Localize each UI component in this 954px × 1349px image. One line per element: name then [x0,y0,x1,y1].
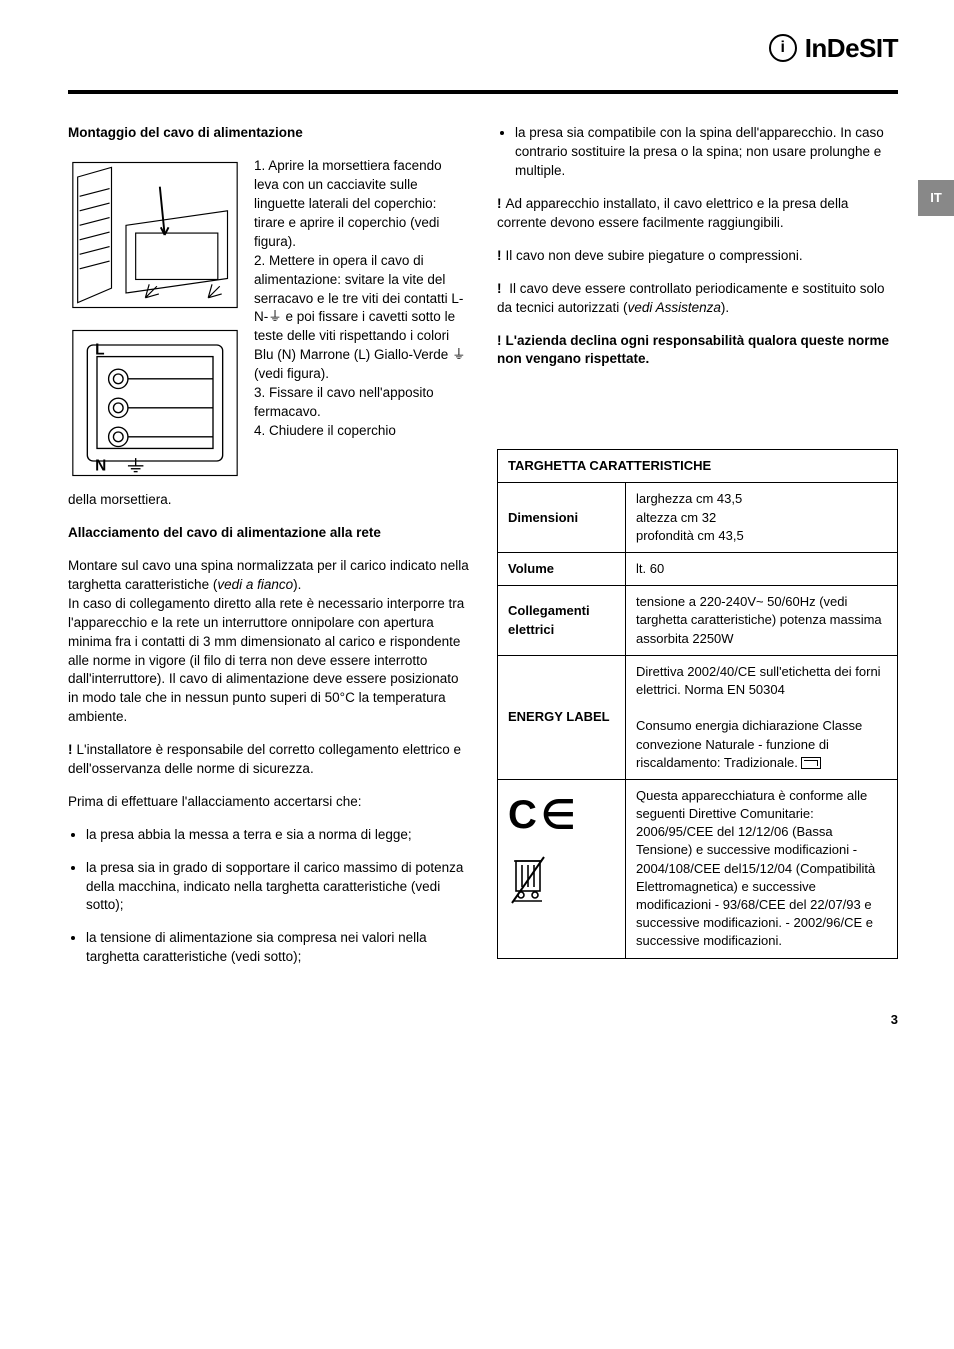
spec-val: Direttiva 2002/40/CE sull'etichetta dei … [626,655,898,779]
spec-val: tensione a 220-240V~ 50/60Hz (vedi targh… [626,586,898,656]
figure-terminal-open [68,157,242,313]
table-row: C ∈ [498,779,898,958]
weee-bin-icon [508,855,615,910]
brand-icon: i [769,34,797,62]
mode-icon [801,757,821,769]
svg-text:N: N [95,458,106,475]
horizontal-rule [68,90,898,94]
steps-text: 1. Aprire la morsettiera facendo leva co… [254,157,469,481]
ce-mark-icon: C ∈ [508,787,615,843]
table-row: ENERGY LABEL Direttiva 2002/40/CE sull'e… [498,655,898,779]
steps-tail: della morsettiera. [68,491,469,510]
brand-header: i InDeSIT [68,30,898,66]
figures-column: L N [68,157,242,481]
list-item: la presa abbia la messa a terra e sia a … [86,826,469,845]
spec-table: TARGHETTA CARATTERISTICHE Dimensioni lar… [497,449,898,958]
list-item: la presa sia compatibile con la spina de… [515,124,898,181]
spec-label: Dimensioni [498,483,626,553]
ce-cell: C ∈ [498,779,626,958]
brand-name: InDeSIT [805,30,898,66]
checklist-continued: la presa sia compatibile con la spina de… [497,124,898,181]
list-item: la presa sia in grado di sopportare il c… [86,859,469,916]
right-column: la presa sia compatibile con la spina de… [497,124,898,981]
checklist: la presa abbia la messa a terra e sia a … [68,826,469,967]
spec-label: Collegamenti elettrici [498,586,626,656]
content-columns: Montaggio del cavo di alimentazione [68,124,898,981]
p-connect-1: Montare sul cavo una spina normalizzata … [68,557,469,595]
spec-label: Volume [498,553,626,586]
spec-val: lt. 60 [626,553,898,586]
heading-connect-mains: Allacciamento del cavo di alimentazione … [68,524,469,543]
spec-val: larghezza cm 43,5 altezza cm 32 profondi… [626,483,898,553]
heading-cable-mount: Montaggio del cavo di alimentazione [68,124,469,143]
p-connect-2: In caso di collegamento diretto alla ret… [68,595,469,727]
warning-installed: Ad apparecchio installato, il cavo elett… [497,195,898,233]
spec-label: ENERGY LABEL [498,655,626,779]
warning-installer: L'installatore è responsabile del corret… [68,741,469,779]
steps-block: L N 1. Aprire la morsettiera facendo lev… [68,157,469,481]
table-row: Volume lt. 60 [498,553,898,586]
p-checklist-intro: Prima di effettuare l'allacciamento acce… [68,793,469,812]
list-item: la tensione di alimentazione sia compres… [86,929,469,967]
table-row: Dimensioni larghezza cm 43,5 altezza cm … [498,483,898,553]
brand-logo: i InDeSIT [769,30,898,66]
spec-title: TARGHETTA CARATTERISTICHE [498,450,898,483]
warning-bend: Il cavo non deve subire piegature o comp… [497,247,898,266]
page-number: 3 [68,1011,898,1029]
warning-decline: L'azienda declina ogni responsabilità qu… [497,332,898,370]
svg-text:L: L [95,342,104,359]
language-tab: IT [918,180,954,216]
table-row: Collegamenti elettrici tensione a 220-24… [498,586,898,656]
figure-terminal-wiring: L N [68,325,242,481]
left-column: Montaggio del cavo di alimentazione [68,124,469,981]
warning-check: Il cavo deve essere controllato periodic… [497,280,898,318]
spec-val: Questa apparecchiatura è conforme alle s… [626,779,898,958]
